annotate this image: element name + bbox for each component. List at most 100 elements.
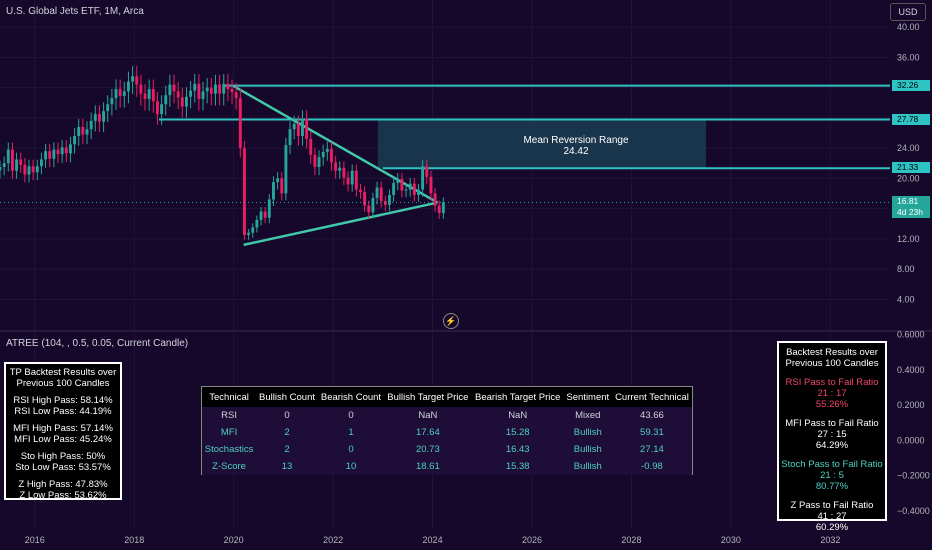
- time-tick-label: 2028: [621, 535, 641, 545]
- candle-body: [56, 149, 60, 155]
- candle-body: [383, 201, 387, 205]
- candle-body: [85, 129, 89, 135]
- table-row: Z-Score 13 10 18.61 15.38 Bullish -0.98: [202, 458, 692, 475]
- ratio-line: Stoch Pass to Fail Ratio: [781, 459, 883, 470]
- candle-body: [238, 98, 242, 149]
- tp-line: MFI High Pass: 57.14%: [13, 423, 113, 434]
- table-header-row: Technical Bullish Count Bearish Count Bu…: [202, 387, 692, 407]
- column-header: Bearish Target Price: [475, 391, 561, 403]
- price-tag-countdown: 4d 23h: [897, 207, 923, 218]
- table-row: Stochastics 2 0 20.73 16.43 Bullish 27.14: [202, 441, 692, 458]
- price-tick-label: 20.00: [897, 173, 920, 183]
- candle-body: [0, 167, 2, 171]
- price-tag: 21.33: [892, 162, 930, 174]
- candle-body: [321, 151, 325, 158]
- candle-body: [160, 104, 164, 115]
- candle-body: [110, 98, 114, 105]
- table-cell: 1: [317, 424, 385, 441]
- candle-body: [102, 111, 106, 122]
- table-cell: Z-Score: [202, 458, 257, 475]
- candle-body: [126, 81, 130, 92]
- candle-body: [441, 202, 445, 214]
- tp-line: RSI High Pass: 58.14%: [13, 395, 113, 406]
- time-tick-label: 2020: [224, 535, 244, 545]
- table-cell: 17.64: [384, 424, 472, 441]
- candle-body: [400, 179, 404, 191]
- candle-body: [185, 96, 188, 107]
- price-tick-label: 24.00: [897, 143, 920, 153]
- lightning-icon[interactable]: ⚡: [443, 313, 459, 329]
- ratio-title-line: Previous 100 Candles: [785, 358, 879, 369]
- time-tick-label: 2022: [323, 535, 343, 545]
- ratio-line: Z Pass to Fail Ratio: [790, 500, 874, 511]
- table-cell: 13: [256, 458, 318, 475]
- candle-body: [292, 123, 296, 130]
- table-cell: NaN: [471, 407, 564, 424]
- candle-body: [81, 126, 85, 135]
- candle-body: [255, 219, 259, 228]
- tp-backtest-panel: TP Backtest Results over Previous 100 Ca…: [4, 362, 122, 501]
- tp-line: MFI Low Pass: 45.24%: [14, 434, 112, 445]
- mean-reversion-label: Mean Reversion Range 24.42: [404, 135, 748, 157]
- ratio-line: 64.29%: [815, 440, 849, 451]
- candle-body: [288, 129, 292, 146]
- candle-body: [338, 167, 342, 171]
- currency-button[interactable]: USD: [890, 3, 926, 21]
- candle-body: [379, 187, 383, 202]
- candle-body: [10, 149, 14, 171]
- mean-reversion-value: 24.42: [563, 146, 589, 157]
- table-cell: 0: [256, 407, 318, 424]
- candle-body: [218, 84, 222, 94]
- ratio-group-rsi: RSI Pass to Fail Ratio 21 : 17 55.26%: [779, 377, 885, 410]
- candle-body: [284, 145, 288, 194]
- table-cell: MFI: [202, 424, 257, 441]
- table-cell: Bullish: [563, 424, 612, 441]
- candle-body: [114, 89, 118, 99]
- ratio-line: RSI Pass to Fail Ratio: [785, 377, 879, 388]
- candle-body: [197, 83, 201, 99]
- candle-body: [412, 183, 416, 195]
- price-tag: 27.78: [892, 113, 930, 125]
- candle-body: [371, 198, 375, 213]
- table-cell: Mixed: [563, 407, 612, 424]
- price-tag-value: 32.26: [897, 79, 919, 90]
- time-tick-label: 2026: [522, 535, 542, 545]
- candle-body: [143, 93, 147, 99]
- ratio-backtest-panel: Backtest Results over Previous 100 Candl…: [777, 341, 887, 533]
- candle-body: [180, 97, 184, 107]
- indicator-title[interactable]: ATREE (104, , 0.5, 0.05, Current Candle): [6, 338, 189, 349]
- candle-body: [247, 232, 251, 236]
- candle-body: [106, 104, 110, 112]
- candle-body: [392, 182, 396, 195]
- table-cell: 27.14: [611, 441, 692, 458]
- table-cell: 2: [256, 424, 318, 441]
- ratio-group-mfi: MFI Pass to Fail Ratio 27 : 15 64.29%: [779, 418, 885, 451]
- price-tick-label: 36.00: [897, 52, 920, 62]
- candle-body: [437, 205, 441, 214]
- symbol-title: U.S. Global Jets ETF, 1M, Arca: [6, 6, 144, 17]
- candle-body: [243, 148, 246, 236]
- table-cell: -0.98: [611, 458, 692, 475]
- candle-body: [330, 148, 333, 163]
- candle-body: [367, 205, 371, 213]
- candle-body: [19, 159, 23, 165]
- ratio-line: 60.29%: [815, 522, 849, 533]
- table-cell: 15.28: [471, 424, 564, 441]
- candle-body: [272, 182, 275, 200]
- candle-body: [421, 166, 425, 190]
- candle-body: [276, 178, 280, 183]
- candle-body: [164, 95, 168, 105]
- ratio-line: 55.26%: [815, 399, 849, 410]
- price-tag-value: 16.81: [897, 196, 919, 207]
- candle-body: [44, 151, 48, 160]
- ratio-group-stoch: Stoch Pass to Fail Ratio 21 : 5 80.77%: [779, 459, 885, 492]
- candle-body: [64, 147, 68, 154]
- candle-body: [151, 89, 155, 102]
- candle-body: [27, 166, 31, 175]
- table-cell: Bullish: [563, 441, 612, 458]
- candle-body: [73, 136, 77, 145]
- candle-body: [6, 149, 10, 164]
- candle-body: [375, 187, 379, 198]
- time-tick-label: 2016: [25, 535, 45, 545]
